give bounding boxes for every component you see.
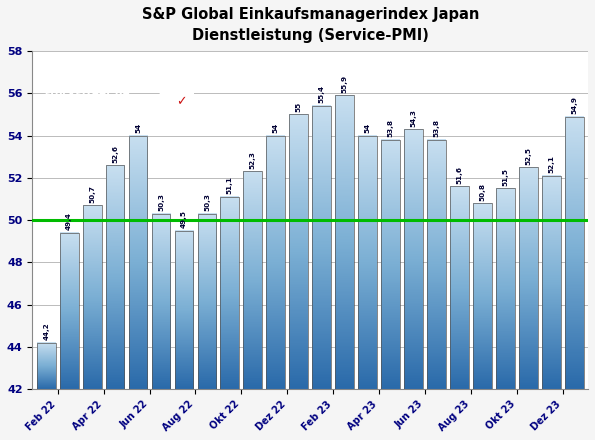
Bar: [427, 140, 446, 389]
Bar: [152, 214, 170, 389]
Text: 54,9: 54,9: [571, 96, 577, 114]
Bar: [289, 114, 308, 389]
Bar: [37, 343, 55, 389]
Bar: [129, 136, 148, 389]
Bar: [267, 136, 285, 389]
Bar: [542, 176, 560, 389]
Text: 51,6: 51,6: [456, 166, 462, 184]
Text: 44,2: 44,2: [43, 323, 49, 340]
Bar: [381, 140, 400, 389]
Text: 49,5: 49,5: [181, 210, 187, 228]
Bar: [404, 129, 423, 389]
Text: 50,3: 50,3: [204, 193, 210, 211]
Bar: [83, 205, 102, 389]
Text: 51,1: 51,1: [227, 176, 233, 194]
Text: 52,6: 52,6: [112, 145, 118, 163]
Bar: [335, 95, 354, 389]
Text: 50,8: 50,8: [480, 183, 486, 201]
Text: 54: 54: [365, 123, 371, 133]
Text: 50,7: 50,7: [89, 185, 95, 203]
Text: 50,3: 50,3: [158, 193, 164, 211]
Title: S&P Global Einkaufsmanagerindex Japan
Dienstleistung (Service-PMI): S&P Global Einkaufsmanagerindex Japan Di…: [142, 7, 479, 43]
Text: 54,3: 54,3: [411, 109, 416, 127]
Bar: [565, 117, 584, 389]
Bar: [174, 231, 193, 389]
Bar: [106, 165, 124, 389]
Bar: [60, 233, 79, 389]
Bar: [243, 172, 262, 389]
Bar: [450, 186, 469, 389]
Text: 52,1: 52,1: [549, 155, 555, 173]
Text: 55: 55: [296, 102, 302, 112]
Bar: [198, 214, 217, 389]
Text: 53,8: 53,8: [387, 119, 394, 137]
Text: 54: 54: [273, 123, 279, 133]
Bar: [519, 167, 538, 389]
Text: 53,8: 53,8: [434, 119, 440, 137]
Bar: [496, 188, 515, 389]
Bar: [221, 197, 239, 389]
Bar: [358, 136, 377, 389]
Text: 55,4: 55,4: [319, 85, 325, 103]
Text: 49,4: 49,4: [66, 213, 72, 230]
Text: 52,5: 52,5: [525, 147, 531, 165]
Text: 51,5: 51,5: [502, 168, 508, 186]
Text: 52,3: 52,3: [250, 151, 256, 169]
Text: 55,9: 55,9: [342, 75, 347, 93]
Bar: [473, 203, 492, 389]
Text: 54: 54: [135, 123, 141, 133]
Bar: [312, 106, 331, 389]
